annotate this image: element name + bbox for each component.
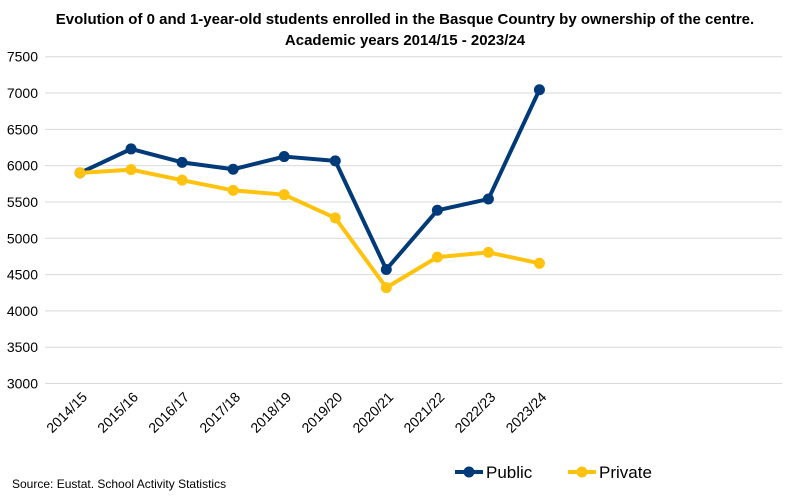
- data-point-public: [329, 155, 341, 167]
- x-tick-label: 2023/24: [502, 389, 549, 436]
- y-tick-label: 7500: [7, 49, 38, 65]
- data-point-private: [74, 167, 86, 179]
- x-tick-label: 2015/16: [94, 389, 141, 436]
- y-tick-label: 5500: [7, 194, 38, 210]
- data-point-private: [125, 164, 137, 176]
- y-tick-label: 4500: [7, 267, 38, 283]
- legend-marker-public: [463, 466, 475, 478]
- legend-label-public: Public: [486, 463, 533, 482]
- data-point-private: [431, 251, 443, 263]
- data-point-private: [482, 246, 494, 258]
- y-tick-label: 3500: [7, 339, 38, 355]
- data-point-public: [176, 156, 188, 168]
- y-tick-label: 6000: [7, 158, 38, 174]
- data-point-private: [278, 189, 290, 201]
- x-tick-label: 2020/21: [349, 389, 396, 436]
- chart-title: Evolution of 0 and 1-year-old students e…: [56, 11, 754, 28]
- source-note: Source: Eustat. School Activity Statisti…: [12, 477, 226, 491]
- x-tick-label: 2016/17: [145, 389, 192, 436]
- y-tick-label: 4000: [7, 303, 38, 319]
- legend-label-private: Private: [599, 463, 652, 482]
- series-line-private: [79, 167, 540, 290]
- x-tick-label: 2021/22: [400, 389, 447, 436]
- y-tick-label: 7000: [7, 85, 38, 101]
- x-tick-label: 2017/18: [196, 389, 243, 436]
- x-tick-label: 2019/20: [298, 389, 345, 436]
- data-point-public: [431, 204, 443, 216]
- legend-marker-private: [576, 466, 588, 478]
- data-point-private: [380, 282, 392, 294]
- data-point-private: [176, 174, 188, 186]
- data-point-public: [227, 163, 239, 175]
- data-point-private: [329, 212, 341, 224]
- data-point-public: [125, 143, 137, 155]
- y-tick-label: 3000: [7, 376, 38, 392]
- x-tick-label: 2014/15: [43, 389, 90, 436]
- x-tick-label: 2018/19: [247, 389, 294, 436]
- data-point-public: [533, 84, 545, 96]
- data-point-private: [227, 184, 239, 196]
- x-tick-label: 2022/23: [451, 389, 498, 436]
- data-point-private: [533, 257, 545, 269]
- y-tick-label: 5000: [7, 230, 38, 246]
- series-line-public: [79, 88, 542, 272]
- data-point-public: [482, 193, 494, 205]
- data-point-public: [278, 151, 290, 163]
- chart-subtitle: Academic years 2014/15 - 2023/24: [285, 32, 526, 49]
- y-tick-label: 6500: [7, 121, 38, 137]
- data-point-public: [380, 263, 392, 275]
